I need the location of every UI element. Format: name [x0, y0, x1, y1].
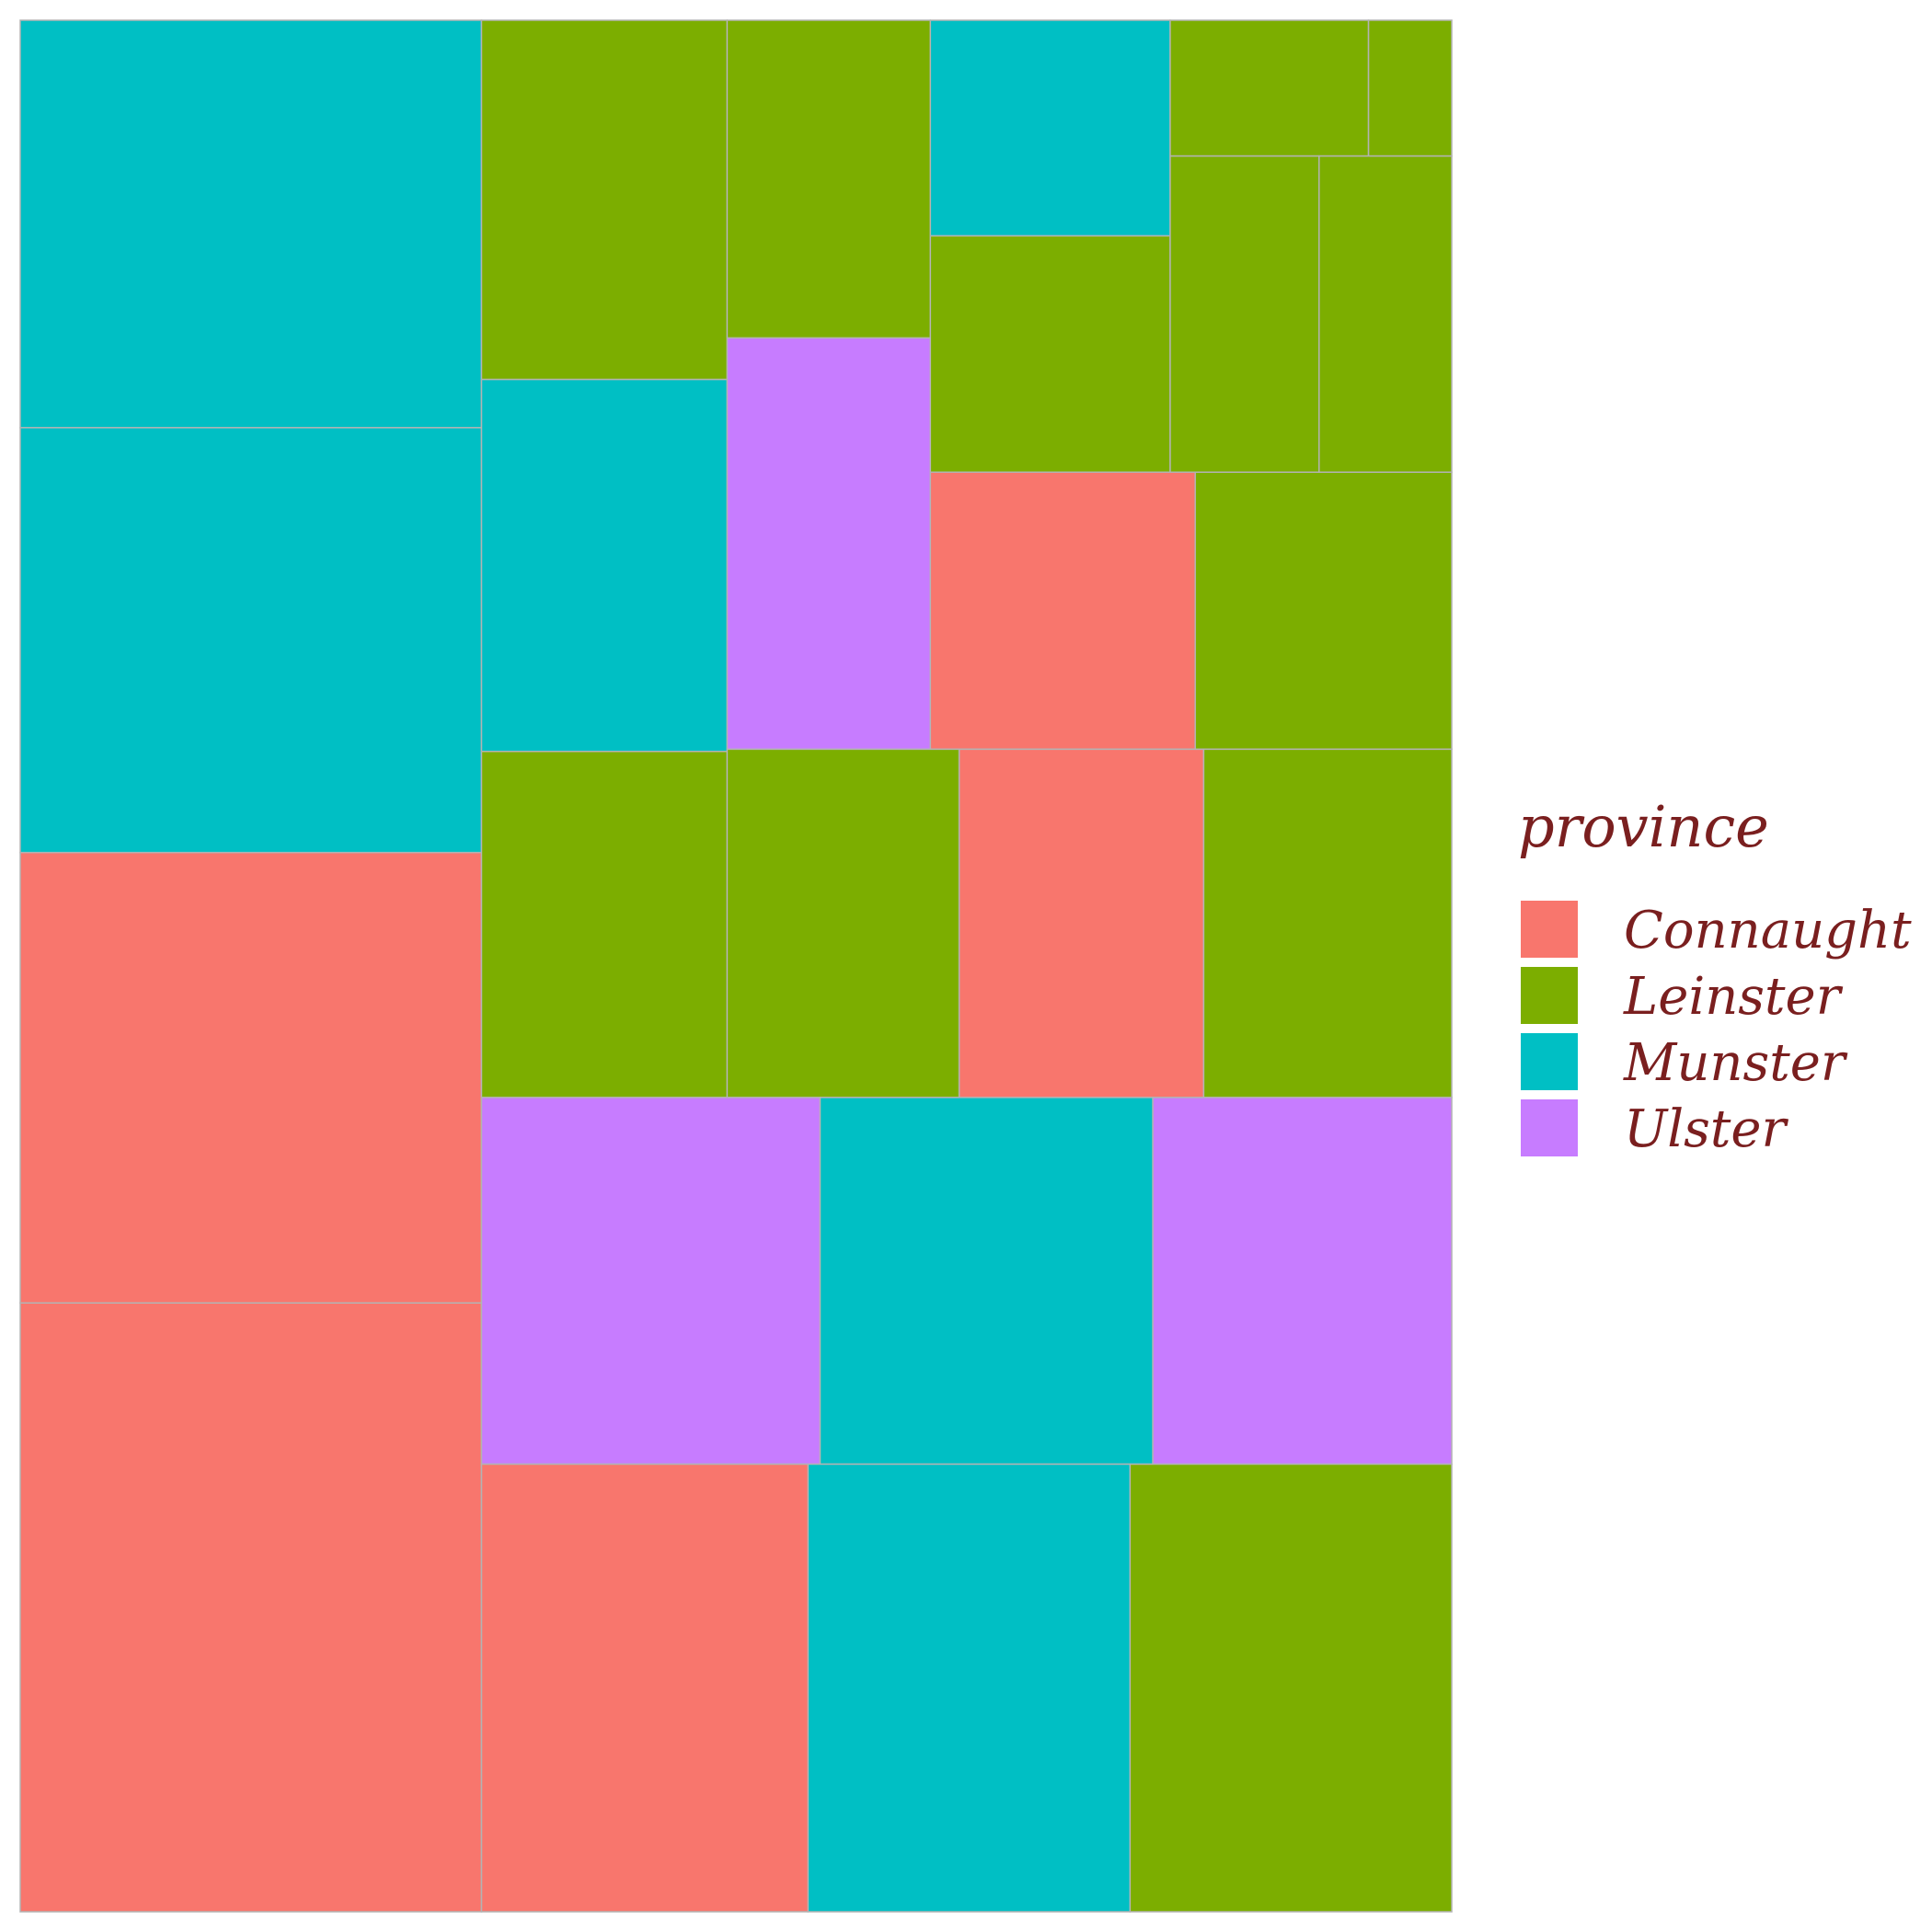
- legend: province Connaught Leinster Munster Ulst…: [1518, 793, 1912, 1159]
- legend-label-ulster: Ulster: [1624, 1099, 1788, 1159]
- treemap-tile-leinster: [1317, 155, 1453, 473]
- legend-swatch-ulster: [1521, 1099, 1578, 1156]
- treemap-tile-ulster: [726, 337, 932, 751]
- legend-label-munster: Munster: [1623, 1033, 1848, 1093]
- treemap-tile-munster: [19, 427, 483, 854]
- treemap-tile-leinster: [480, 751, 729, 1098]
- treemap-tile-connaught: [480, 1463, 810, 1913]
- treemap-tile-connaught: [19, 1302, 483, 1913]
- treemap-tile-connaught: [19, 851, 483, 1305]
- treemap-tile-munster: [819, 1097, 1154, 1466]
- treemap-tile-leinster: [1367, 19, 1453, 157]
- legend-swatch-munster: [1521, 1033, 1578, 1090]
- treemap-tile-munster: [19, 19, 483, 429]
- treemap-tile-connaught: [958, 748, 1205, 1098]
- treemap-tile-leinster: [480, 19, 729, 381]
- treemap-tile-leinster: [1169, 19, 1370, 157]
- treemap-tile-leinster: [1129, 1463, 1453, 1913]
- treemap-tile-leinster: [726, 19, 932, 339]
- legend-swatch-leinster: [1521, 967, 1578, 1024]
- treemap-tile-connaught: [929, 471, 1196, 751]
- treemap-tile-munster: [480, 378, 729, 753]
- legend-label-connaught: Connaught: [1624, 901, 1912, 960]
- treemap-tile-leinster: [929, 235, 1171, 473]
- treemap-tile-leinster: [1194, 471, 1453, 751]
- treemap-tile-ulster: [480, 1097, 822, 1466]
- treemap-tile-ulster: [1152, 1097, 1453, 1466]
- legend-title: province: [1518, 793, 1769, 860]
- treemap-tile-leinster: [1202, 748, 1453, 1098]
- treemap-tiles: [19, 19, 1453, 1913]
- treemap-tile-leinster: [1169, 155, 1320, 473]
- treemap-tile-munster: [929, 19, 1171, 237]
- treemap-tile-munster: [807, 1463, 1132, 1913]
- legend-swatch-connaught: [1521, 901, 1578, 958]
- legend-label-leinster: Leinster: [1623, 967, 1844, 1027]
- treemap-tile-leinster: [726, 748, 960, 1098]
